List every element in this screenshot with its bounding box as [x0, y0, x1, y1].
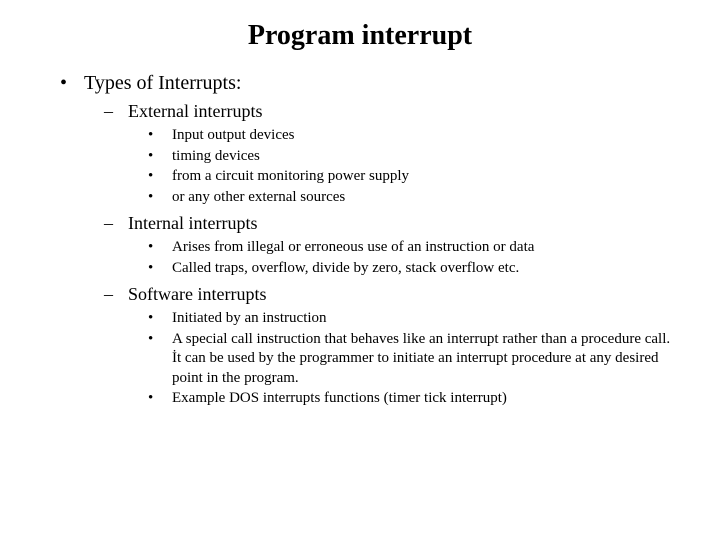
slide: Program interrupt Types of Interrupts: E… [0, 0, 720, 540]
lvl3-text: Arises from illegal or erroneous use of … [172, 239, 534, 255]
lvl3-item: A special call instruction that behaves … [148, 330, 680, 389]
lvl3-item: Input output devices [148, 126, 680, 146]
lvl3-text: A special call instruction that behaves … [172, 331, 670, 386]
lvl2-heading: Software interrupts [128, 284, 266, 304]
lvl3-text: Example DOS interrupts functions (timer … [172, 390, 507, 406]
lvl3-external-list: Input output devices timing devices from… [148, 126, 680, 207]
lvl2-software: Software interrupts Initiated by an inst… [104, 284, 680, 409]
lvl3-item: timing devices [148, 147, 680, 167]
lvl2-heading: Internal interrupts [128, 213, 257, 233]
lvl1-text: Types of Interrupts: [84, 72, 241, 94]
lvl2-internal: Internal interrupts Arises from illegal … [104, 213, 680, 278]
lvl2-external: External interrupts Input output devices… [104, 101, 680, 207]
lvl2-list: External interrupts Input output devices… [104, 101, 680, 409]
lvl2-heading: External interrupts [128, 101, 262, 121]
lvl1-item: Types of Interrupts: External interrupts… [60, 72, 680, 409]
lvl3-software-list: Initiated by an instruction A special ca… [148, 309, 680, 409]
lvl3-text: Input output devices [172, 127, 294, 143]
lvl3-internal-list: Arises from illegal or erroneous use of … [148, 238, 680, 278]
lvl3-item: Initiated by an instruction [148, 309, 680, 329]
lvl3-item: Called traps, overflow, divide by zero, … [148, 259, 680, 279]
lvl3-text: Initiated by an instruction [172, 310, 327, 326]
lvl3-item: Arises from illegal or erroneous use of … [148, 238, 680, 258]
lvl3-text: or any other external sources [172, 189, 345, 205]
lvl3-text: Called traps, overflow, divide by zero, … [172, 260, 519, 276]
lvl3-item: from a circuit monitoring power supply [148, 167, 680, 187]
lvl3-text: timing devices [172, 148, 260, 164]
lvl3-item: Example DOS interrupts functions (timer … [148, 389, 680, 409]
lvl3-text: from a circuit monitoring power supply [172, 168, 409, 184]
slide-title: Program interrupt [40, 20, 680, 52]
lvl1-list: Types of Interrupts: External interrupts… [60, 72, 680, 409]
lvl3-item: or any other external sources [148, 188, 680, 208]
